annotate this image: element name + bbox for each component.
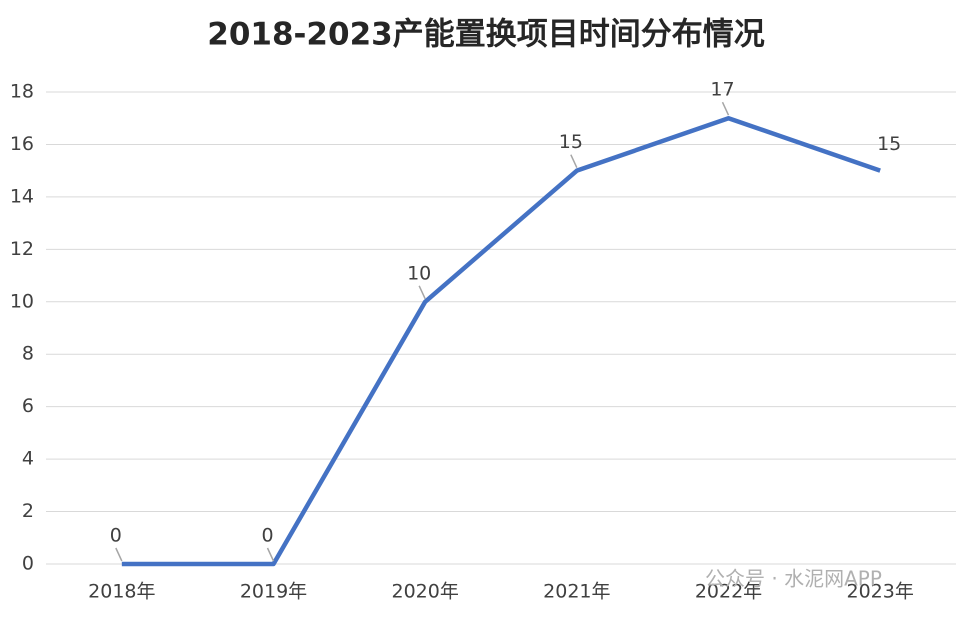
y-tick-label: 6 xyxy=(22,395,34,417)
y-tick-label: 2 xyxy=(22,500,34,522)
watermark: 公众号 · 水泥网APP xyxy=(705,567,882,591)
data-label: 0 xyxy=(261,525,273,547)
leader-line xyxy=(418,285,426,300)
y-tick-label: 8 xyxy=(22,343,34,365)
y-tick-label: 14 xyxy=(10,185,34,207)
y-tick-label: 0 xyxy=(22,553,34,575)
x-tick-label: 2023年 xyxy=(846,581,913,603)
x-tick-label: 2019年 xyxy=(240,581,307,603)
data-line xyxy=(121,115,881,567)
leader-line xyxy=(570,154,578,168)
leader-line xyxy=(115,547,123,562)
leader-line xyxy=(266,547,275,562)
y-tick-label: 4 xyxy=(22,448,34,470)
x-tick-label: 2018年 xyxy=(88,581,155,603)
plot-area: 0 2 4 6 8 10 12 14 16 18 2018年 2019年 2020年 2021年 2022年… xyxy=(10,79,956,603)
data-label: 10 xyxy=(407,262,431,284)
x-tick-label: 2020年 xyxy=(391,581,458,603)
x-tick-label: 2021年 xyxy=(543,581,610,603)
data-label: 0 xyxy=(110,525,122,547)
x-tick-label: 2022年 xyxy=(695,581,762,603)
data-label: 15 xyxy=(559,131,583,153)
y-tick-label: 10 xyxy=(10,290,34,312)
y-tick-label: 18 xyxy=(10,81,34,103)
data-label: 15 xyxy=(877,133,901,155)
data-label: 17 xyxy=(710,79,734,101)
y-tick-label: 12 xyxy=(10,238,34,260)
leader-line xyxy=(721,101,730,116)
y-tick-label: 16 xyxy=(10,133,34,155)
chart-title: 2018-2023产能置换项目时间分布情况 xyxy=(207,17,764,53)
